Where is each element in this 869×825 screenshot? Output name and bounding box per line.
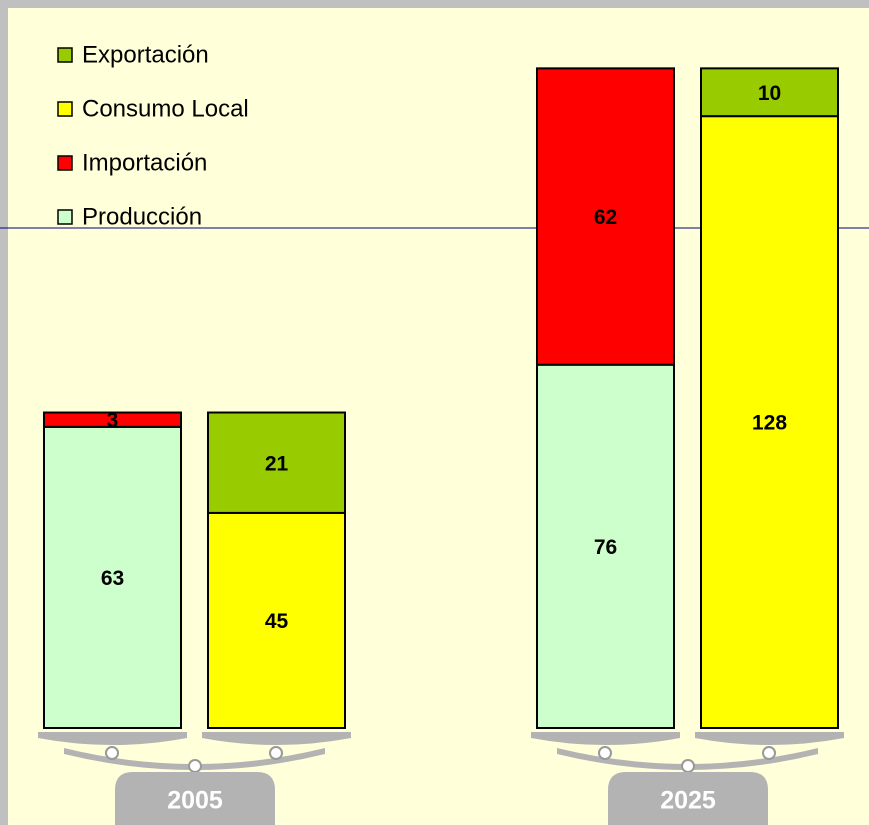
bar-segment bbox=[207, 511, 346, 730]
legend-label: Exportación bbox=[82, 41, 209, 68]
legend-swatch bbox=[57, 101, 73, 117]
category-label: 2025 bbox=[660, 787, 716, 815]
bar-segment bbox=[536, 67, 675, 366]
data-label: 63 bbox=[101, 567, 124, 590]
bar-segment bbox=[700, 67, 839, 118]
scale-pivot bbox=[762, 746, 776, 760]
scale-base bbox=[608, 772, 768, 825]
data-label: 10 bbox=[758, 82, 781, 105]
scale-pivot bbox=[269, 746, 283, 760]
data-label: 62 bbox=[594, 206, 617, 229]
scale-beam bbox=[64, 748, 325, 770]
legend-swatch bbox=[57, 47, 73, 63]
scale-tray bbox=[695, 732, 844, 745]
legend-swatch bbox=[57, 209, 73, 225]
scale-beam bbox=[557, 748, 818, 770]
bar-segment bbox=[43, 425, 182, 729]
legend-label: Consumo Local bbox=[82, 95, 249, 122]
scale-pivot bbox=[105, 746, 119, 760]
data-label: 21 bbox=[265, 452, 289, 475]
data-label: 128 bbox=[752, 412, 787, 435]
legend-label: Producción bbox=[82, 203, 202, 230]
data-label: 3 bbox=[107, 409, 119, 432]
scale-tray bbox=[531, 732, 680, 745]
scale-pivot bbox=[681, 759, 695, 773]
scale-tray bbox=[202, 732, 351, 745]
bar-segment bbox=[207, 411, 346, 514]
category-label: 2005 bbox=[167, 787, 223, 815]
scale-pivot bbox=[188, 759, 202, 773]
scale-base bbox=[115, 772, 275, 825]
data-label: 45 bbox=[265, 610, 289, 633]
scale-tray bbox=[38, 732, 187, 745]
data-label: 76 bbox=[594, 536, 617, 559]
legend-label: Importación bbox=[82, 149, 207, 176]
scale-pivot bbox=[598, 746, 612, 760]
bar-segment bbox=[536, 363, 675, 729]
bar-segment bbox=[43, 411, 182, 428]
legend-swatch bbox=[57, 155, 73, 171]
